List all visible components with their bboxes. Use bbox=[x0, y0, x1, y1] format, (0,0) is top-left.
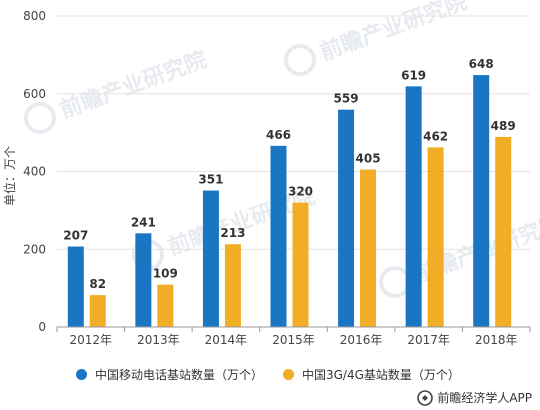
legend-dot-3g4g bbox=[283, 369, 294, 380]
y-tick-label: 200 bbox=[23, 242, 46, 256]
data-label-mobile: 241 bbox=[131, 215, 156, 229]
bar-3g4g bbox=[157, 284, 174, 327]
bar-3g4g bbox=[292, 202, 309, 327]
bar-mobile bbox=[135, 233, 152, 327]
data-label-mobile: 619 bbox=[401, 68, 426, 82]
bar-mobile bbox=[473, 75, 490, 327]
legend-item-mobile: 中国移动电话基站数量（万个） bbox=[76, 366, 263, 383]
data-label-3g4g: 462 bbox=[423, 129, 448, 143]
watermark: 前瞻产业研究院 bbox=[379, 211, 540, 298]
watermark: 前瞻产业研究院 bbox=[24, 47, 211, 134]
legend: 中国移动电话基站数量（万个） 中国3G/4G基站数量（万个） bbox=[0, 366, 540, 386]
bar-3g4g bbox=[427, 147, 444, 327]
data-label-3g4g: 109 bbox=[153, 267, 178, 281]
data-label-mobile: 351 bbox=[198, 173, 223, 187]
svg-text:前瞻产业研究院: 前瞻产业研究院 bbox=[317, 0, 471, 66]
watermark: 前瞻产业研究院 bbox=[284, 0, 471, 76]
bar-mobile bbox=[202, 190, 219, 327]
bar-3g4g bbox=[89, 295, 106, 327]
legend-label-3g4g: 中国3G/4G基站数量（万个） bbox=[302, 368, 460, 382]
data-label-mobile: 648 bbox=[469, 57, 494, 71]
legend-dot-mobile bbox=[76, 369, 87, 380]
data-label-3g4g: 405 bbox=[356, 152, 381, 166]
data-label-mobile: 207 bbox=[63, 229, 88, 243]
x-tick-label: 2015年 bbox=[272, 333, 315, 347]
bar-3g4g bbox=[495, 136, 512, 327]
bar-mobile bbox=[405, 86, 422, 328]
source-attribution: 前瞻经济学人APP bbox=[417, 389, 532, 406]
legend-item-3g4g: 中国3G/4G基站数量（万个） bbox=[283, 366, 460, 383]
x-tick-label: 2014年 bbox=[205, 333, 248, 347]
source-text: 前瞻经济学人APP bbox=[437, 391, 532, 405]
bar-3g4g bbox=[360, 169, 377, 327]
y-axis: 0 200 400 600 800 bbox=[23, 9, 46, 334]
y-tick-label: 400 bbox=[23, 165, 46, 179]
svg-text:前瞻产业研究院: 前瞻产业研究院 bbox=[57, 47, 211, 124]
y-tick-label: 800 bbox=[23, 9, 46, 23]
x-tick-label: 2018年 bbox=[475, 333, 518, 347]
data-label-3g4g: 82 bbox=[89, 277, 106, 291]
bar-3g4g bbox=[224, 244, 241, 327]
x-tick-label: 2016年 bbox=[340, 333, 383, 347]
x-tick-label: 2012年 bbox=[70, 333, 113, 347]
bar-mobile bbox=[67, 246, 84, 327]
x-tick-label: 2013年 bbox=[137, 333, 180, 347]
bar-mobile bbox=[338, 109, 355, 327]
bar-mobile bbox=[270, 145, 287, 327]
y-tick-label: 0 bbox=[38, 320, 46, 334]
bars bbox=[67, 75, 512, 328]
data-labels: 207 82 241 109 351 213 466 320 559 405 619 462 648 48… bbox=[63, 57, 515, 291]
x-axis: 2012年 2013年 2014年 2015年 2016年 2017年 2018年 bbox=[56, 326, 531, 347]
x-tick-label: 2017年 bbox=[407, 333, 450, 347]
data-label-3g4g: 213 bbox=[220, 226, 245, 240]
data-label-3g4g: 320 bbox=[288, 185, 313, 199]
legend-label-mobile: 中国移动电话基站数量（万个） bbox=[95, 368, 264, 382]
y-axis-label: 单位：万个 bbox=[2, 146, 17, 206]
data-label-mobile: 466 bbox=[266, 128, 291, 142]
data-label-mobile: 559 bbox=[334, 92, 359, 106]
y-tick-label: 600 bbox=[23, 87, 46, 101]
data-label-3g4g: 489 bbox=[491, 119, 516, 133]
qianzhan-logo-icon bbox=[417, 389, 434, 406]
